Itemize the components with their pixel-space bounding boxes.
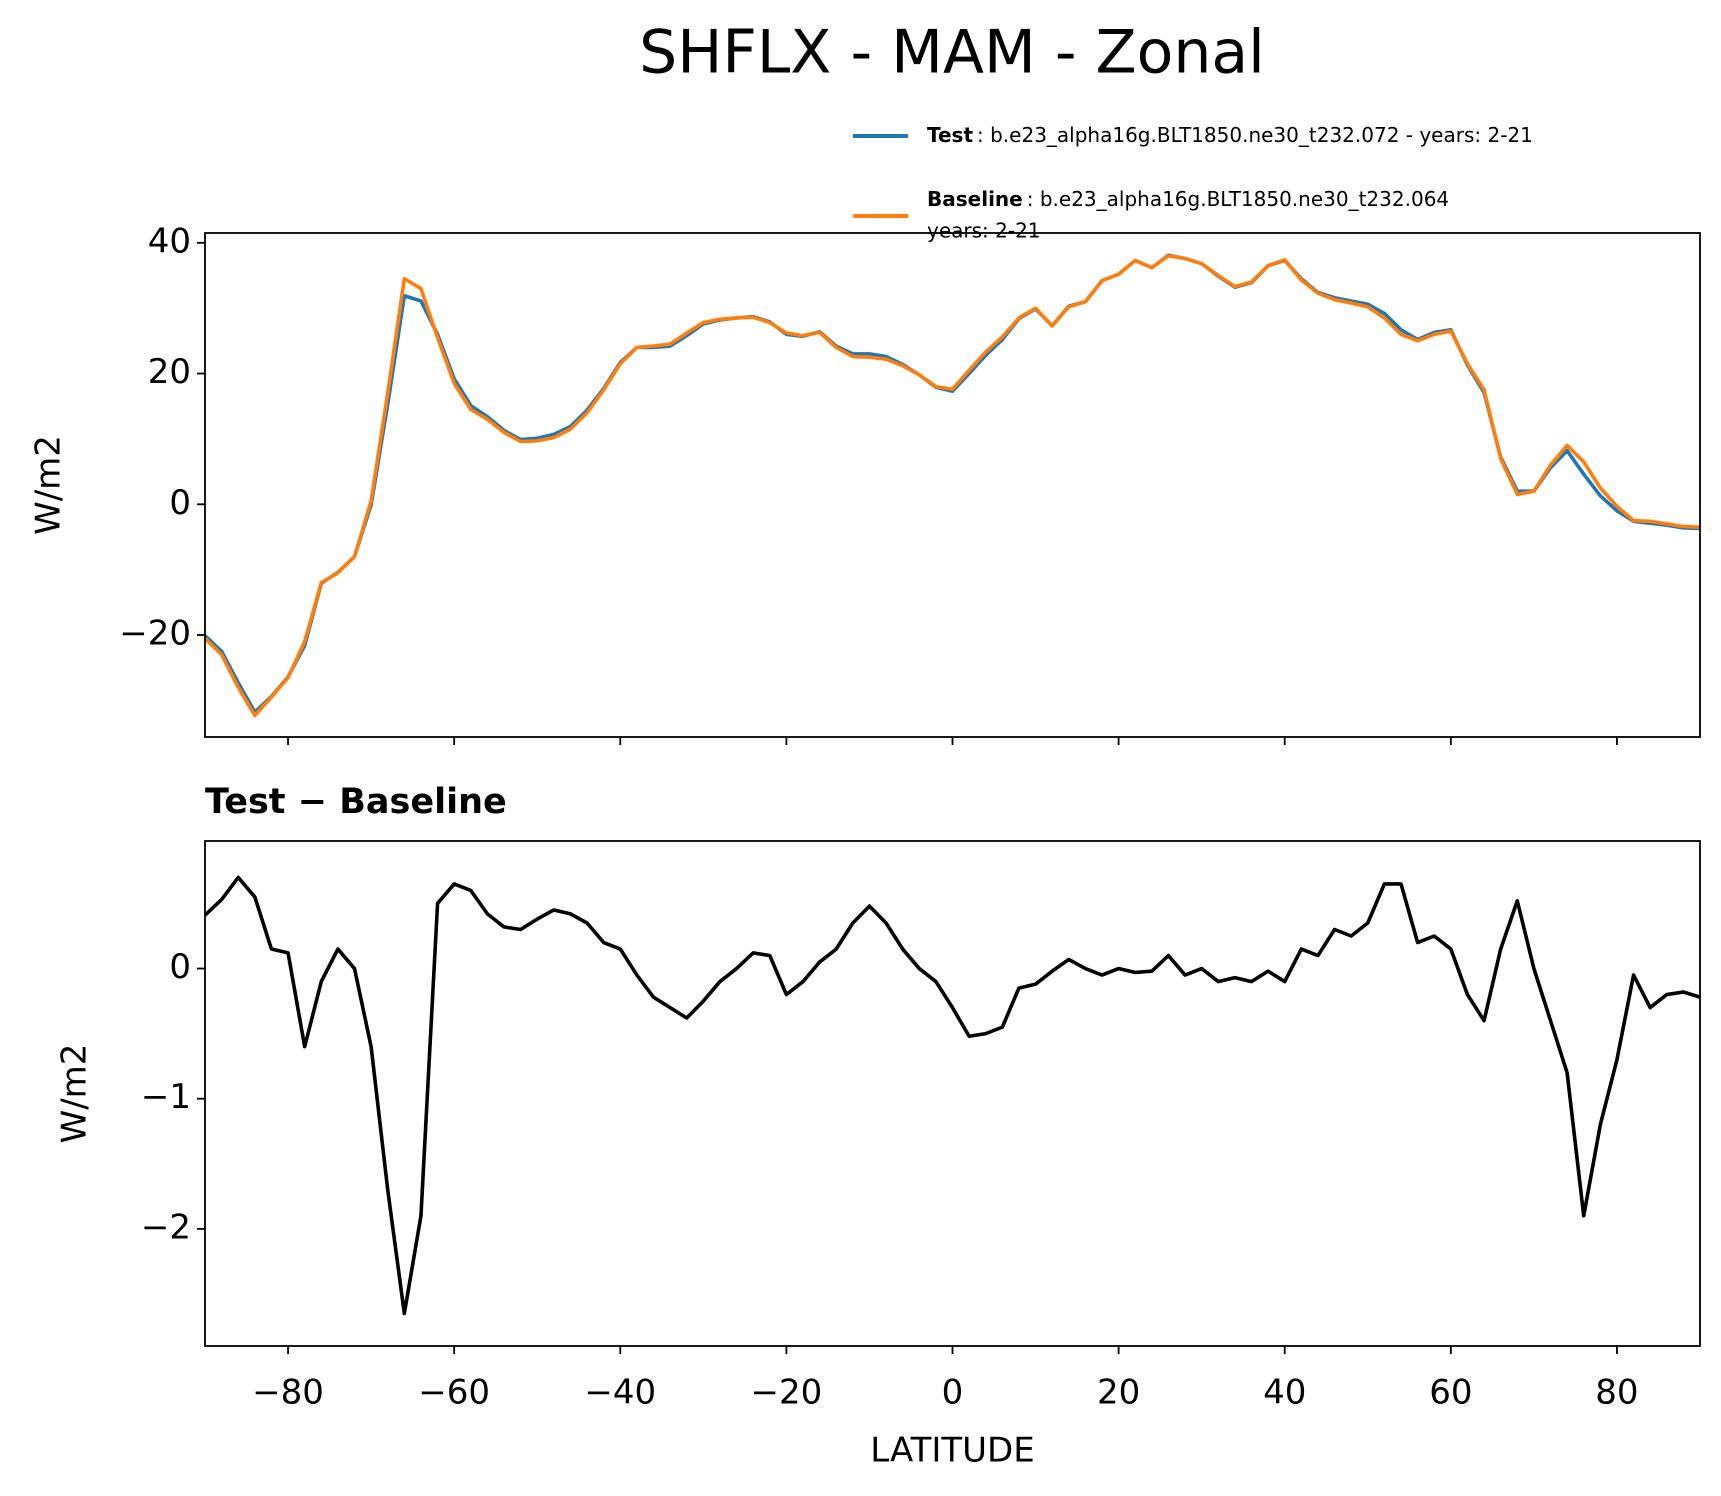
x-tick-label: 40 <box>1263 1373 1306 1413</box>
x-tick-label: −20 <box>751 1373 823 1413</box>
legend-name: Baseline <box>927 187 1023 211</box>
y-axis-label: W/m2 <box>55 1044 95 1144</box>
x-tick-label: −40 <box>584 1373 656 1413</box>
y-tick-label: −1 <box>141 1077 191 1117</box>
legend-label: Test: b.e23_alpha16g.BLT1850.ne30_t232.0… <box>927 123 1533 147</box>
x-tick-label: 60 <box>1429 1373 1472 1413</box>
data-line <box>205 875 1700 1316</box>
y-tick-label: 0 <box>169 947 191 987</box>
subplot-title: Test − Baseline <box>205 782 507 822</box>
legend-detail: : b.e23_alpha16g.BLT1850.ne30_t232.072 -… <box>977 123 1533 147</box>
y-tick-label: −20 <box>119 614 191 654</box>
plot-area <box>205 253 1700 718</box>
x-tick-label: 20 <box>1097 1373 1140 1413</box>
plot-area <box>205 875 1700 1316</box>
chart-title: SHFLX - MAM - Zonal <box>639 18 1265 88</box>
y-tick-label: 0 <box>169 483 191 523</box>
legend-detail: years: 2-21 <box>927 219 1041 243</box>
y-tick-label: 20 <box>148 352 191 392</box>
y-tick-label: −2 <box>141 1207 191 1247</box>
x-tick-label: 80 <box>1595 1373 1638 1413</box>
x-tick-label: 0 <box>942 1373 964 1413</box>
x-tick-label: −60 <box>418 1373 490 1413</box>
x-tick-label: −80 <box>252 1373 324 1413</box>
legend-detail: : b.e23_alpha16g.BLT1850.ne30_t232.064 <box>1027 187 1449 211</box>
y-axis-label: W/m2 <box>29 435 69 535</box>
data-line <box>205 254 1700 718</box>
axes-frame <box>204 840 1701 1347</box>
axes-frame <box>204 232 1701 738</box>
y-tick-label: 40 <box>148 221 191 261</box>
x-axis-label: LATITUDE <box>870 1431 1034 1471</box>
legend-name: Test <box>927 123 973 147</box>
legend-label: Baseline: b.e23_alpha16g.BLT1850.ne30_t2… <box>927 187 1449 211</box>
